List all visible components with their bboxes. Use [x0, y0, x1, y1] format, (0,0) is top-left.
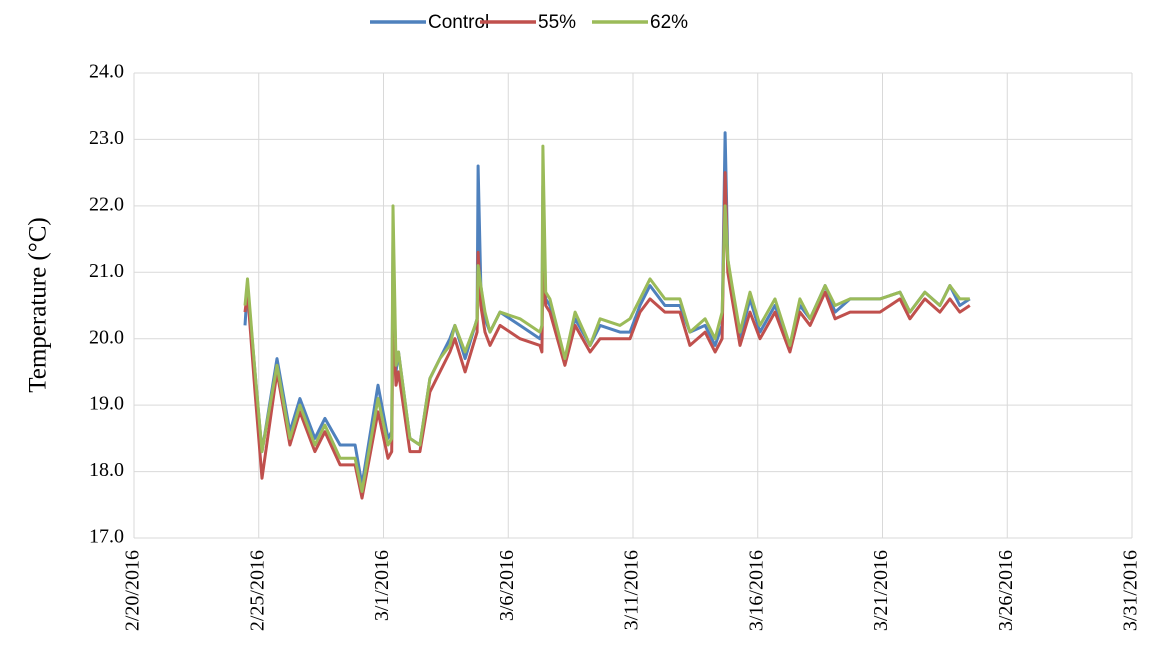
x-tick-label: 3/1/2016 [371, 550, 393, 621]
x-tick-label: 3/21/2016 [870, 550, 892, 631]
y-tick-label: 20.0 [89, 326, 124, 348]
y-tick-label: 19.0 [89, 393, 124, 415]
x-tick-label: 3/16/2016 [745, 550, 767, 631]
data-line [243, 131, 971, 487]
x-tick-label: 2/20/2016 [122, 550, 144, 631]
data-line [243, 171, 971, 500]
y-tick-label: 22.0 [89, 193, 124, 215]
y-tick-label: 17.0 [89, 526, 124, 548]
y-tick-label: 21.0 [89, 260, 124, 282]
data-line [243, 144, 970, 493]
legend-label: Control [428, 12, 489, 33]
legend-label: 55% [538, 12, 576, 33]
x-tick-label: 3/26/2016 [995, 550, 1017, 631]
y-axis-title: Temperature (°C) [25, 217, 52, 393]
x-tick-label: 2/25/2016 [246, 550, 268, 631]
y-tick-label: 18.0 [89, 459, 124, 481]
x-tick-label: 3/31/2016 [1120, 550, 1142, 631]
x-tick-label: 3/6/2016 [496, 550, 518, 621]
x-tick-label: 3/11/2016 [621, 550, 643, 630]
y-tick-label: 23.0 [89, 127, 124, 149]
legend-label: 62% [650, 12, 688, 33]
y-tick-label: 24.0 [89, 61, 124, 83]
